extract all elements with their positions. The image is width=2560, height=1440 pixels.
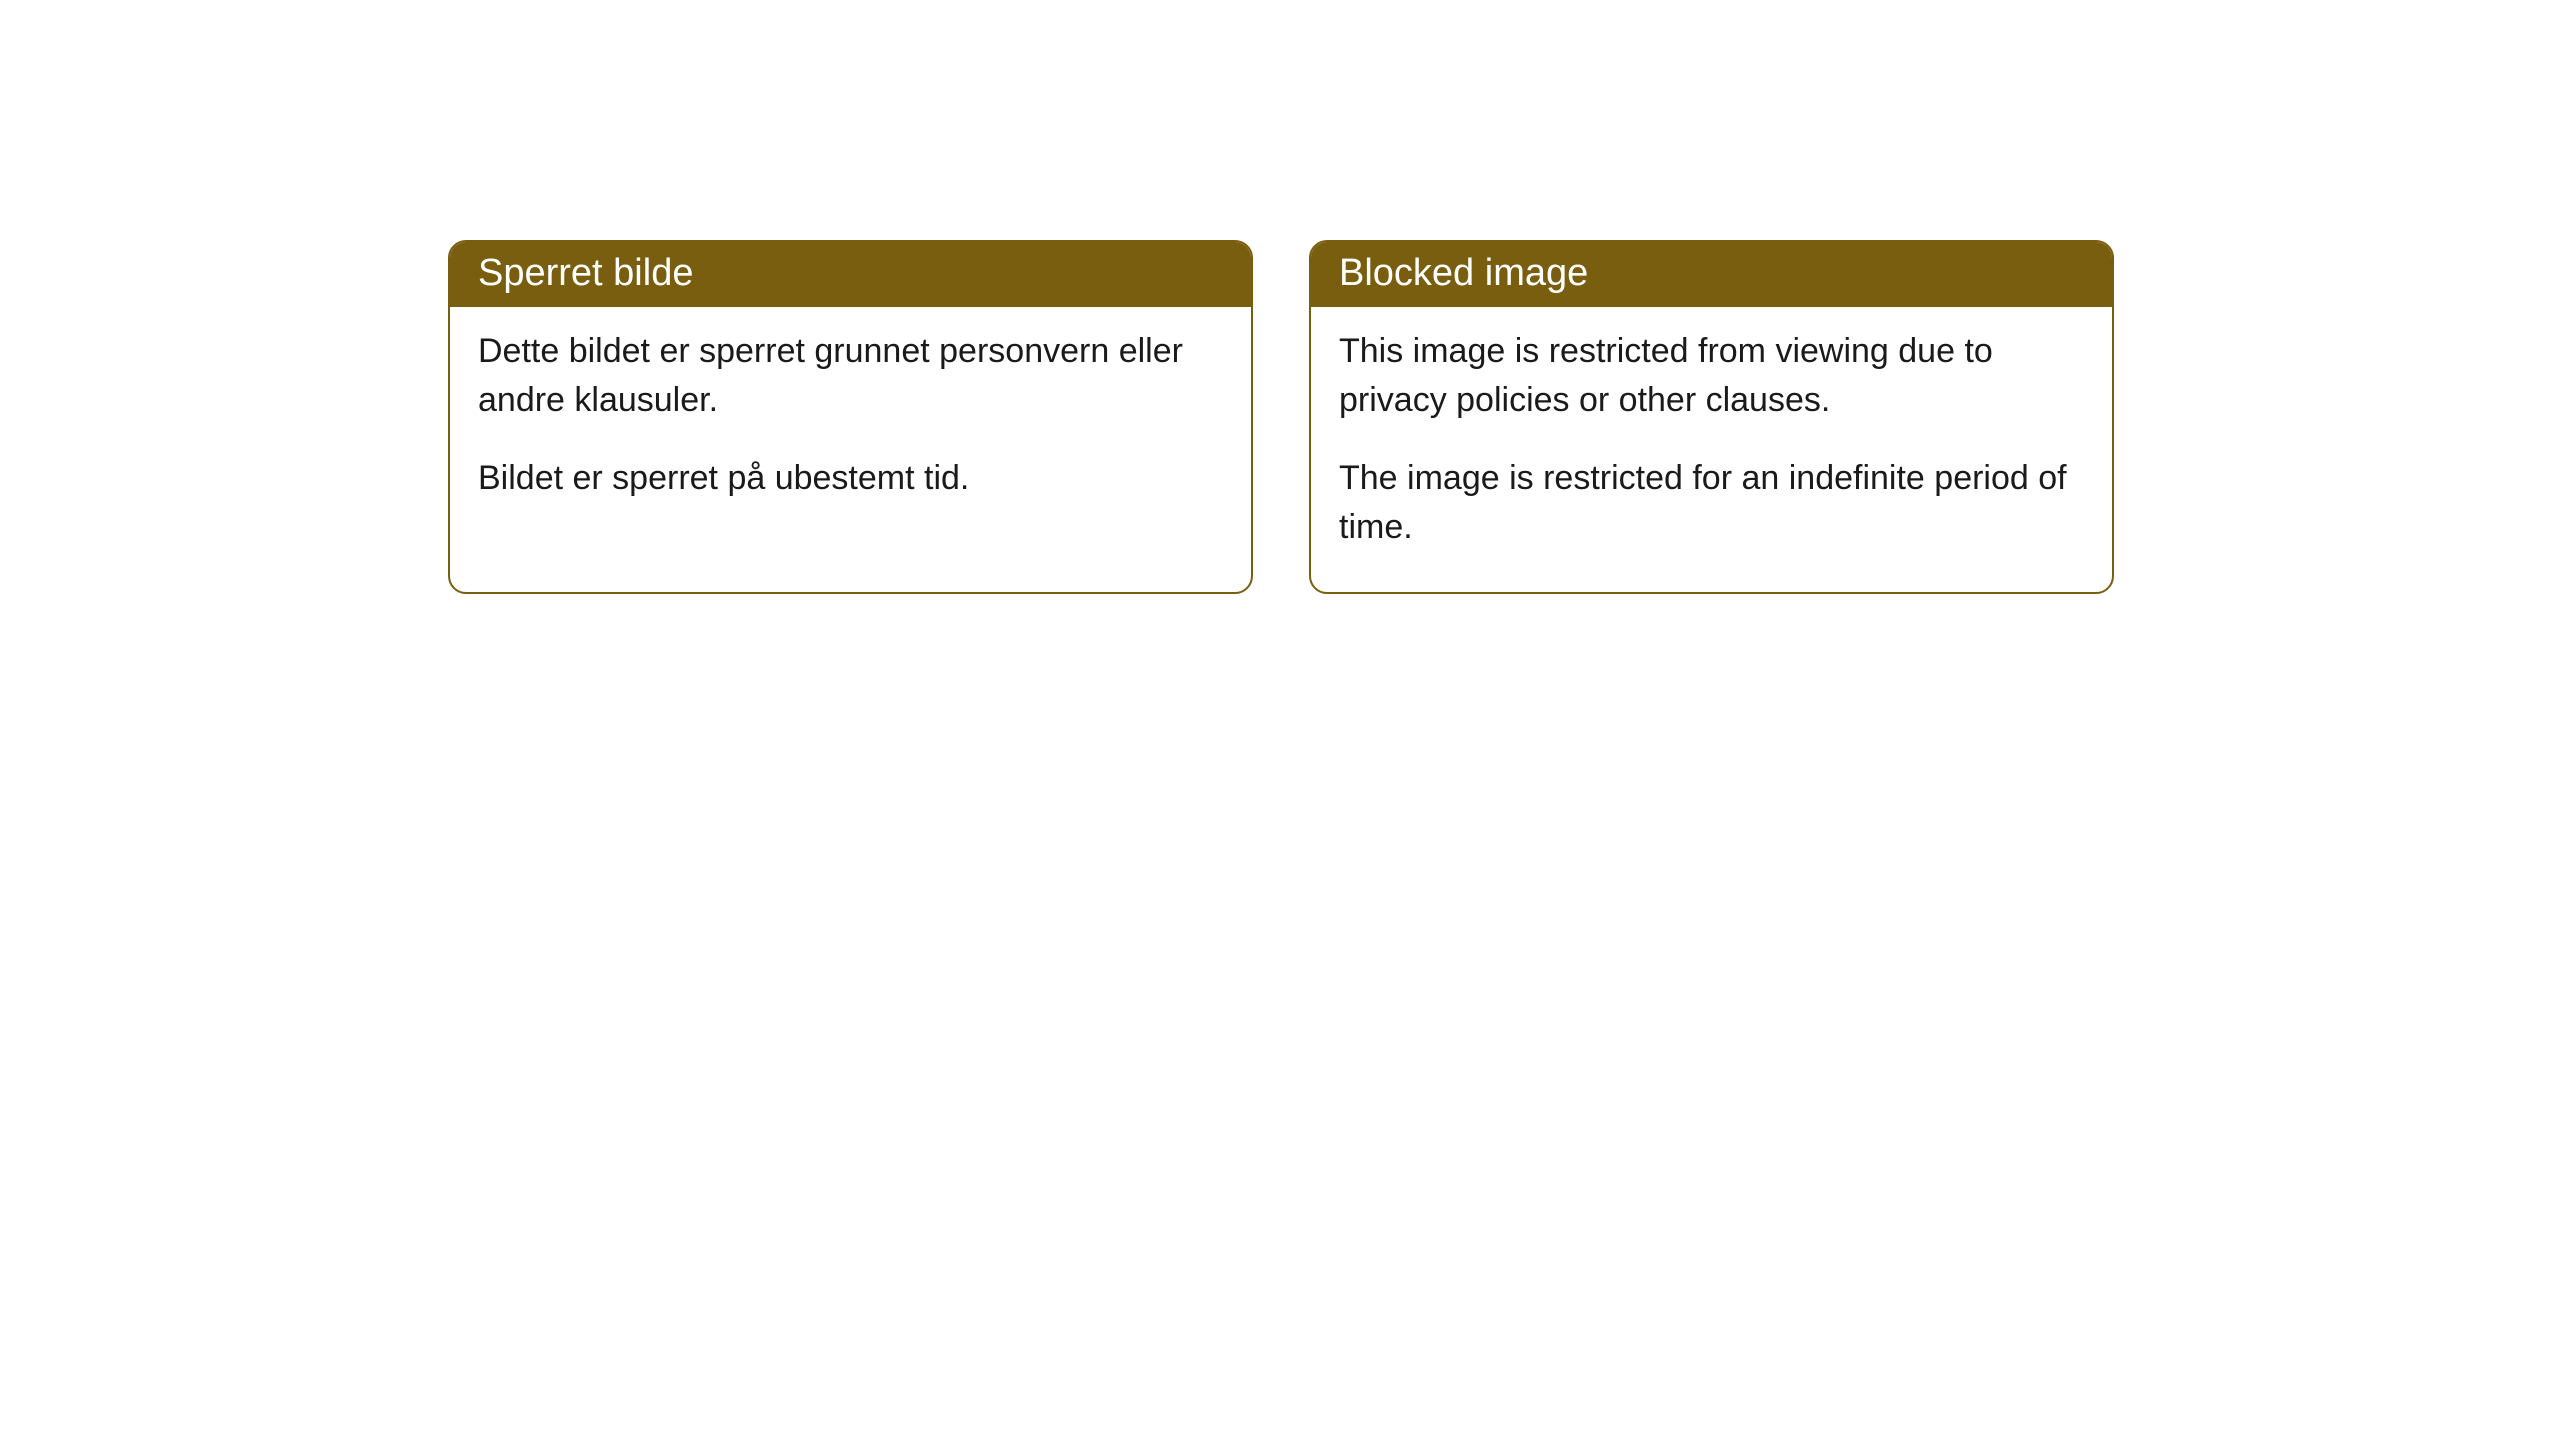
- card-english: Blocked image This image is restricted f…: [1309, 240, 2114, 594]
- card-header-english: Blocked image: [1311, 242, 2112, 307]
- card-paragraph1-norwegian: Dette bildet er sperret grunnet personve…: [478, 327, 1223, 426]
- card-body-norwegian: Dette bildet er sperret grunnet personve…: [450, 307, 1251, 543]
- cards-container: Sperret bilde Dette bildet er sperret gr…: [448, 240, 2114, 594]
- card-paragraph2-english: The image is restricted for an indefinit…: [1339, 454, 2084, 553]
- card-title-english: Blocked image: [1339, 252, 1588, 294]
- card-title-norwegian: Sperret bilde: [478, 252, 693, 294]
- card-paragraph1-english: This image is restricted from viewing du…: [1339, 327, 2084, 426]
- card-body-english: This image is restricted from viewing du…: [1311, 307, 2112, 592]
- card-paragraph2-norwegian: Bildet er sperret på ubestemt tid.: [478, 454, 1223, 503]
- card-header-norwegian: Sperret bilde: [450, 242, 1251, 307]
- card-norwegian: Sperret bilde Dette bildet er sperret gr…: [448, 240, 1253, 594]
